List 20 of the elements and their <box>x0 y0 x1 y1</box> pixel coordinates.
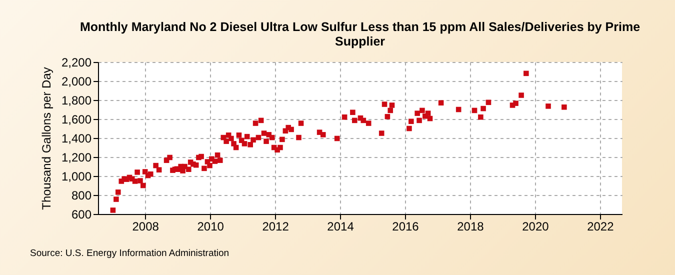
y-tick-label: 1,000 <box>61 170 92 184</box>
source-note: Source: U.S. Energy Information Administration <box>30 248 230 259</box>
x-tick-label: 2014 <box>327 220 354 234</box>
x-tick-label: 2016 <box>392 220 420 234</box>
y-tick-label: 600 <box>71 208 92 222</box>
x-tick-label: 2022 <box>587 220 614 234</box>
y-tick-label: 1,800 <box>61 94 92 108</box>
y-axis-title: Thousand Gallons per Day <box>39 67 54 210</box>
x-tick-label: 2018 <box>457 220 484 234</box>
y-tick-label: 2,000 <box>61 74 92 88</box>
y-tick-label: 1,600 <box>61 112 92 126</box>
x-tick-label: 2020 <box>522 220 550 234</box>
y-tick-label: 1,400 <box>61 132 92 146</box>
y-tick-label: 2,200 <box>61 56 92 70</box>
x-tick-label: 2012 <box>262 220 290 234</box>
x-tick-label: 2010 <box>197 220 224 234</box>
y-tick-label: 1,200 <box>61 150 92 164</box>
x-tick-label: 2008 <box>132 220 160 234</box>
y-tick-label: 800 <box>71 188 92 202</box>
chart-title: Monthly Maryland No 2 Diesel Ultra Low Sulfur Less than 15 ppm All Sales/Deliveries by Prime Supplier <box>80 20 640 48</box>
